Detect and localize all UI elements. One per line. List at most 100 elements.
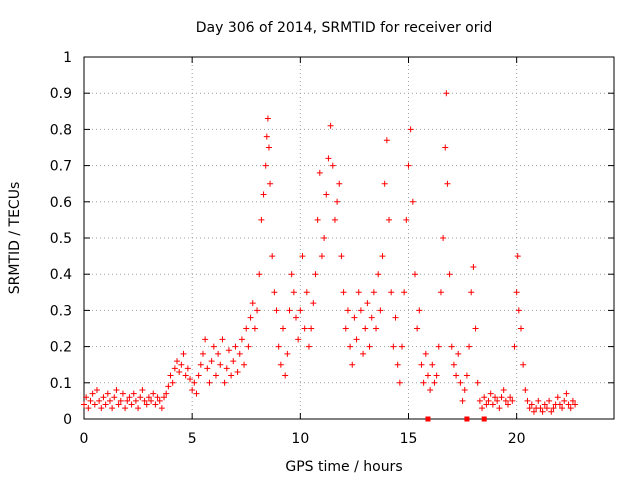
data-point [386, 216, 393, 223]
data-point [225, 347, 232, 354]
data-point [221, 379, 228, 386]
data-point [437, 289, 444, 296]
data-point [403, 216, 410, 223]
data-point [236, 350, 243, 357]
y-tick-label: 0.8 [50, 122, 72, 138]
data-point [98, 405, 105, 412]
data-point [202, 336, 209, 343]
data-point [316, 169, 323, 176]
data-point [171, 365, 178, 372]
data-point [161, 394, 168, 401]
data-point [163, 390, 170, 397]
data-point [323, 191, 330, 198]
x-tick-label: 0 [80, 431, 89, 447]
data-point [299, 253, 306, 260]
data-point [514, 253, 521, 260]
data-point [483, 401, 490, 408]
data-point [269, 253, 276, 260]
data-point [169, 379, 176, 386]
data-point [468, 289, 475, 296]
data-point [85, 405, 92, 412]
data-point [433, 372, 440, 379]
data-point [431, 379, 438, 386]
data-point [156, 397, 163, 404]
y-tick-label: 0.3 [50, 303, 72, 319]
data-point [388, 289, 395, 296]
data-point [293, 314, 299, 321]
data-point [115, 401, 122, 408]
data-point [119, 390, 126, 397]
data-point [466, 343, 473, 350]
data-point [561, 397, 568, 404]
data-point [165, 383, 172, 390]
data-point [539, 408, 546, 415]
data-point [381, 180, 388, 187]
data-point [290, 289, 297, 296]
data-point [308, 325, 315, 332]
data-point [440, 235, 447, 241]
data-point [390, 343, 397, 350]
data-point [154, 394, 161, 401]
data-point [184, 365, 191, 372]
data-point [357, 307, 364, 314]
data-point [318, 253, 325, 260]
data-point [509, 397, 516, 404]
data-point [349, 361, 356, 368]
data-point [517, 325, 524, 332]
data-point [331, 216, 338, 223]
data-point [197, 361, 204, 368]
data-point [228, 372, 235, 379]
data-point [256, 271, 263, 278]
data-point [500, 387, 507, 394]
data-point [132, 397, 139, 404]
data-point [448, 343, 455, 350]
data-point [522, 387, 529, 394]
data-point [567, 405, 574, 412]
data-point [109, 405, 116, 412]
data-point [526, 405, 533, 412]
data-point [360, 350, 367, 357]
data-point [364, 300, 371, 307]
data-point [377, 307, 384, 314]
data-point [234, 368, 241, 375]
data-point [254, 307, 261, 314]
data-point [187, 376, 193, 383]
data-point [143, 401, 150, 408]
data-point [342, 325, 349, 332]
data-point [282, 372, 289, 379]
data-point [351, 314, 358, 321]
data-point [325, 155, 332, 162]
data-point [394, 361, 401, 368]
data-point [563, 390, 570, 397]
data-point [459, 397, 466, 404]
data-point [327, 122, 334, 129]
data-point [130, 390, 137, 397]
y-tick-label: 1 [63, 50, 72, 66]
data-point [548, 408, 555, 415]
data-point [472, 325, 479, 332]
data-point [379, 253, 386, 260]
data-point [556, 401, 563, 408]
data-point [215, 350, 222, 357]
data-point [174, 358, 181, 365]
data-point [414, 325, 421, 332]
data-point [528, 401, 535, 408]
zero-marker-point [481, 416, 487, 422]
data-point [370, 289, 377, 296]
data-point [368, 314, 375, 321]
data-point [260, 191, 267, 198]
data-point [334, 198, 341, 205]
data-point [265, 144, 272, 151]
data-point [312, 271, 319, 278]
data-point [247, 314, 254, 321]
data-point [329, 162, 336, 169]
data-point [297, 307, 304, 314]
data-point [152, 401, 159, 408]
data-point [180, 350, 187, 357]
data-point [212, 372, 219, 379]
data-point [340, 289, 347, 296]
data-point [485, 397, 492, 404]
data-point [145, 394, 152, 401]
y-tick-label: 0.7 [50, 159, 72, 175]
